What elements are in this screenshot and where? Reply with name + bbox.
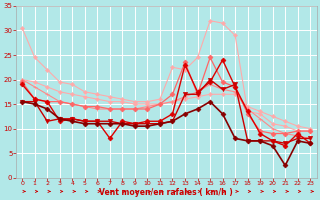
X-axis label: Vent moyen/en rafales ( km/h ): Vent moyen/en rafales ( km/h ) bbox=[100, 188, 233, 197]
